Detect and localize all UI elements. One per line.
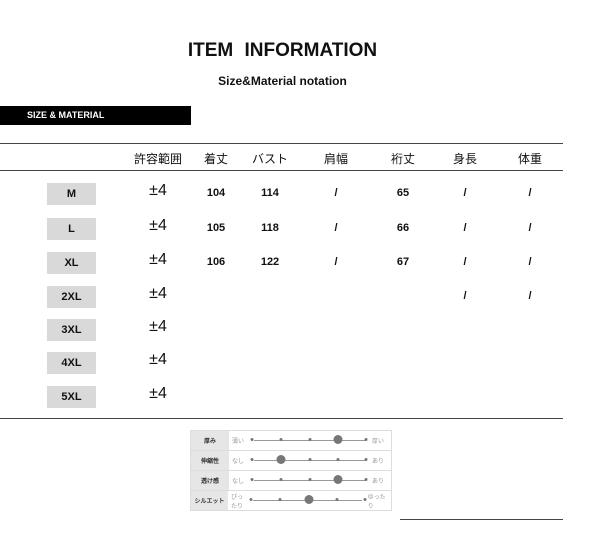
- scale-dot: [308, 438, 312, 441]
- material-row: 厚み 薄い 厚い: [191, 431, 391, 451]
- table-cell: /: [528, 222, 532, 234]
- column-header: 体重: [517, 152, 543, 166]
- material-table: 厚み 薄い 厚い 伸縮性 なし あり 透け感 なし あり シルエット ぴったり ゆったり: [190, 430, 392, 511]
- scale-dot: [250, 478, 254, 481]
- divider: [400, 519, 563, 520]
- table-cell: 118: [261, 222, 279, 234]
- scale-dot: [364, 458, 368, 461]
- material-row: シルエット ぴったり ゆったり: [191, 491, 391, 510]
- scale-right: ゆったり: [367, 493, 386, 510]
- size-label: 2XL: [47, 286, 96, 308]
- table-cell: /: [528, 187, 532, 199]
- scale-dot: [336, 458, 340, 461]
- size-label: 4XL: [47, 352, 96, 374]
- scale-left: ぴったり: [231, 493, 244, 510]
- size-label: 5XL: [47, 386, 96, 408]
- scale-right: 厚い: [372, 438, 385, 445]
- scale-dot: [279, 438, 283, 441]
- level-marker: [333, 475, 343, 484]
- scale-dot: [250, 458, 254, 461]
- material-row: 伸縮性 なし あり: [191, 451, 391, 471]
- level-marker: [276, 455, 286, 464]
- divider: [0, 418, 563, 419]
- table-cell: /: [528, 256, 532, 268]
- table-cell: 104: [206, 187, 226, 199]
- table-cell: /: [463, 222, 467, 234]
- table-cell: /: [463, 187, 467, 199]
- scale-left: なし: [232, 478, 245, 485]
- scale-right: あり: [372, 478, 385, 485]
- page-title: ITEM INFORMATION: [187, 40, 378, 61]
- tolerance: ±4: [149, 251, 167, 268]
- scale-track: [250, 431, 370, 450]
- scale-dot: [335, 498, 339, 501]
- table-cell: 66: [396, 222, 410, 234]
- material-row: 透け感 なし あり: [191, 471, 391, 491]
- size-label: XL: [47, 252, 96, 274]
- table-cell: /: [334, 187, 338, 199]
- level-marker: [304, 495, 314, 504]
- scale-track: [249, 491, 367, 510]
- size-label: 3XL: [47, 319, 96, 341]
- material-label: 厚み: [191, 431, 229, 450]
- tolerance: ±4: [149, 182, 167, 199]
- column-header: バスト: [251, 152, 289, 166]
- table-cell: /: [334, 222, 338, 234]
- column-header: 着丈: [203, 152, 229, 166]
- table-cell: 65: [396, 187, 410, 199]
- scale-dot: [364, 478, 368, 481]
- scale-dot: [364, 438, 368, 441]
- section-label: SIZE & MATERIAL: [0, 106, 191, 125]
- column-header: 肩幅: [323, 152, 349, 166]
- size-label: L: [47, 218, 96, 240]
- tolerance: ±4: [149, 285, 167, 302]
- divider: [0, 143, 563, 144]
- table-cell: 105: [206, 222, 226, 234]
- table-cell: /: [463, 290, 467, 302]
- tolerance: ±4: [149, 351, 167, 368]
- scale-dot: [278, 498, 282, 501]
- material-label: シルエット: [191, 491, 229, 510]
- table-cell: 106: [206, 256, 226, 268]
- scale-dot: [279, 478, 283, 481]
- scale-dot: [308, 478, 312, 481]
- table-cell: 114: [261, 187, 279, 199]
- column-header: 裄丈: [390, 152, 416, 166]
- page-subtitle: Size&Material notation: [218, 74, 347, 88]
- table-cell: /: [463, 256, 467, 268]
- column-header: 身長: [452, 152, 478, 166]
- scale-dot: [249, 498, 253, 501]
- table-cell: 122: [260, 256, 280, 268]
- scale-dot: [363, 498, 367, 501]
- tolerance: ±4: [149, 318, 167, 335]
- scale-dot: [308, 458, 312, 461]
- divider: [0, 170, 563, 171]
- scale-left: なし: [232, 458, 245, 465]
- tolerance: ±4: [149, 217, 167, 234]
- column-header: 許容範囲: [133, 152, 183, 166]
- scale-track: [250, 471, 370, 490]
- scale-track: [250, 451, 370, 470]
- scale-left: 薄い: [232, 438, 245, 445]
- material-label: 伸縮性: [191, 451, 229, 470]
- material-label: 透け感: [191, 471, 229, 490]
- table-cell: 67: [396, 256, 410, 268]
- level-marker: [333, 435, 343, 444]
- scale-dot: [250, 438, 254, 441]
- table-cell: /: [528, 290, 532, 302]
- size-label: M: [47, 183, 96, 205]
- scale-right: あり: [372, 458, 385, 465]
- tolerance: ±4: [149, 385, 167, 402]
- table-cell: /: [334, 256, 338, 268]
